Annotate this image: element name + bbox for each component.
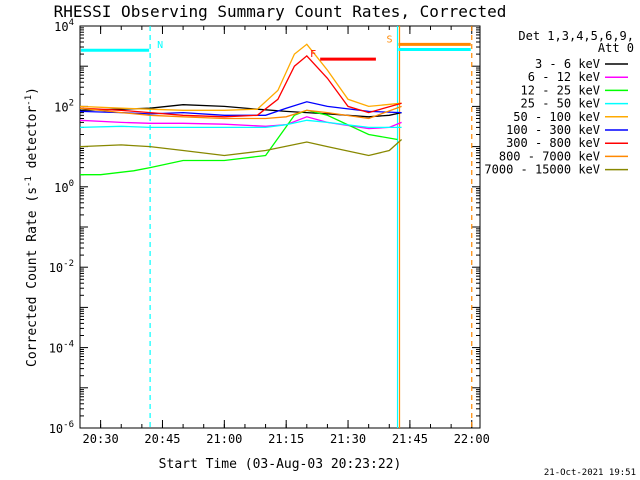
y-axis-label: Corrected Count Rate (s-1 detector-1): [24, 87, 40, 367]
y-axis-label-main: Corrected Count Rate (s: [25, 187, 40, 367]
y-axis-ticks: 10-6 10-4 10-2 100 102 104: [49, 18, 480, 436]
series-line: [79, 101, 402, 116]
annotation-bars: N F S: [81, 34, 471, 61]
y-tick-label: 104: [54, 18, 74, 34]
y-axis-label-close: ): [25, 87, 40, 95]
footer-date: 21-Oct-2021 19:51: [544, 468, 636, 478]
series-line: [79, 119, 402, 129]
y-tick-label: 10-4: [49, 340, 74, 356]
vertical-markers: [149, 26, 473, 428]
annotation-label: S: [387, 34, 393, 45]
chart-title: RHESSI Observing Summary Count Rates, Co…: [54, 2, 507, 21]
x-tick-label: 21:00: [206, 432, 242, 446]
y-tick-label: 102: [54, 98, 74, 114]
x-tick-label: 20:45: [144, 432, 180, 446]
legend-label: 300 - 800 keV: [506, 136, 600, 150]
x-tick-label: 21:45: [392, 432, 428, 446]
legend-label: 6 - 12 keV: [528, 70, 600, 84]
annotation-label: N: [157, 40, 163, 51]
legend-label: 25 - 50 keV: [521, 97, 600, 111]
legend-label: 7000 - 15000 keV: [484, 163, 600, 177]
legend-label: 50 - 100 keV: [513, 110, 600, 124]
legend-label: 3 - 6 keV: [535, 57, 600, 71]
y-axis-label-exp1: -1: [24, 176, 34, 187]
x-tick-label: 21:30: [330, 432, 366, 446]
series-line: [79, 43, 402, 111]
y-axis-label-mid: detector: [25, 106, 40, 177]
series-line: [79, 105, 402, 120]
x-tick-label: 21:15: [268, 432, 304, 446]
legend-label: 12 - 25 keV: [521, 83, 600, 97]
x-tick-label: 22:00: [454, 432, 490, 446]
series-line: [79, 55, 402, 118]
series-line: [80, 109, 398, 176]
x-axis-ticks: 20:30 20:45 21:00 21:15 21:30 21:45 22:00: [79, 26, 490, 446]
y-axis-label-exp2: -1: [24, 95, 34, 106]
y-tick-label: 10-2: [49, 259, 74, 275]
y-tick-label: 100: [54, 179, 74, 195]
annotation-label: F: [310, 49, 316, 60]
x-axis-label: Start Time (03-Aug-03 20:23:22): [159, 457, 402, 472]
legend-label: 800 - 7000 keV: [499, 149, 600, 163]
y-tick-label: 10-6: [49, 420, 74, 436]
legend-label: 100 - 300 keV: [506, 123, 600, 137]
series-line: [79, 139, 403, 157]
legend-header-line2: Att 0: [598, 41, 634, 55]
x-tick-label: 20:30: [83, 432, 119, 446]
legend-header-line1: Det 1,3,4,5,6,9,: [518, 29, 634, 43]
series-lines: [79, 43, 403, 176]
